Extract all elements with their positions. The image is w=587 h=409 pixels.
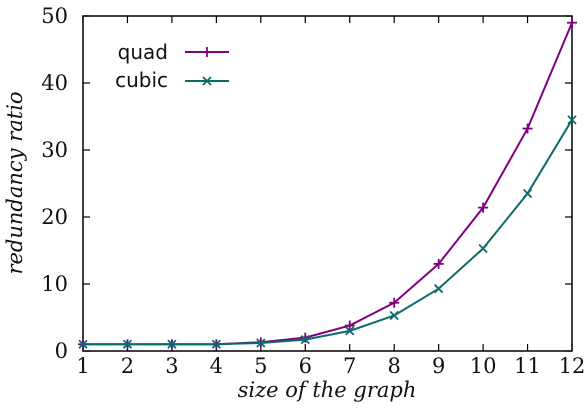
x-tick-label: 12 [559, 354, 586, 378]
y-axis-title: redundancy ratio [3, 91, 27, 274]
x-tick-label: 9 [432, 354, 445, 378]
x-tick-label: 4 [210, 354, 223, 378]
data-point-cubic [389, 310, 399, 321]
data-point-quad [478, 202, 489, 213]
data-point-quad [433, 258, 444, 269]
data-point-cubic-b [122, 339, 133, 349]
data-point-cubic-b [567, 115, 577, 125]
legend-point-quad [202, 47, 212, 57]
data-point-cubic [345, 326, 355, 336]
legend-point-cubic-b [202, 76, 212, 86]
series-line-cubic [83, 119, 573, 346]
data-point-cubic [300, 334, 310, 345]
data-point-quad [344, 320, 355, 331]
y-tick-label: 0 [55, 339, 68, 363]
x-tick-label: 2 [121, 354, 134, 378]
axis-ticks [82, 15, 573, 352]
data-point-quad [522, 123, 533, 134]
data-point-cubic-b [478, 243, 488, 254]
x-tick-label: 8 [387, 354, 400, 378]
x-tick-label: 5 [254, 354, 267, 378]
data-point-cubic [256, 338, 266, 348]
x-tick-label: 11 [514, 354, 541, 378]
x-tick-label: 3 [165, 354, 178, 378]
data-point-cubic [522, 188, 533, 199]
legend-label-quad: quad [118, 40, 168, 64]
data-point-cubic-b [345, 326, 355, 336]
data-point-cubic-b [167, 339, 177, 349]
data-point-cubic-b [78, 339, 88, 349]
legend-label-cubic: cubic [115, 68, 168, 92]
data-point-quad [389, 297, 400, 308]
legend: quad cubic [115, 40, 229, 92]
data-point-cubic-b [433, 284, 444, 294]
series-cubic [78, 115, 577, 349]
y-tick-label: 30 [41, 138, 68, 162]
x-tick-label: 6 [299, 354, 312, 378]
data-point-cubic-b [211, 339, 222, 349]
y-tick-label: 50 [41, 4, 68, 28]
y-tick-label: 40 [41, 71, 68, 95]
data-point-cubic-b [300, 334, 310, 345]
x-tick-label: 7 [343, 354, 356, 378]
data-point-cubic [567, 115, 577, 125]
y-tick-label: 20 [41, 205, 68, 229]
x-tick-label: 1 [76, 354, 89, 378]
data-point-cubic [122, 339, 133, 349]
data-point-cubic-b [256, 338, 266, 348]
data-point-quad [567, 17, 577, 28]
legend-marker-quad [202, 47, 212, 57]
series-layer [78, 17, 577, 350]
data-point-cubic-b [522, 188, 533, 199]
data-point-cubic-b [389, 310, 399, 321]
data-point-quad [300, 332, 311, 343]
data-point-cubic [167, 339, 177, 349]
legend-marker-cubic [202, 76, 212, 86]
data-point-cubic [478, 243, 488, 254]
plot-frame [82, 15, 573, 352]
data-point-cubic [78, 339, 88, 349]
data-point-cubic [433, 284, 444, 294]
legend-point-cubic [202, 76, 212, 86]
x-tick-label: 10 [470, 354, 497, 378]
y-tick-label: 10 [41, 272, 68, 296]
x-axis-title: size of the graph [238, 378, 417, 402]
data-point-cubic [211, 339, 222, 349]
